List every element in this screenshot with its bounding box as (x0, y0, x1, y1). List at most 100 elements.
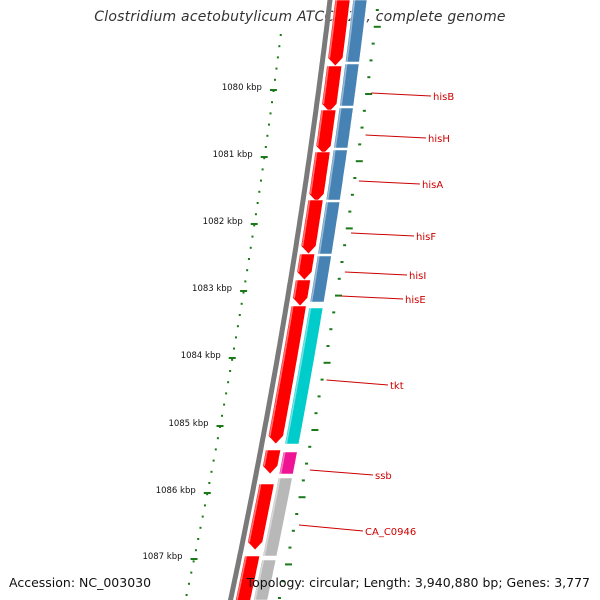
scale-dot (264, 146, 267, 148)
cds-forward-4 (325, 149, 348, 201)
scale-dot (256, 202, 259, 204)
gene-leader-line (371, 92, 432, 97)
scale-dot (271, 101, 274, 104)
scale-dot (192, 560, 195, 563)
gene-label-hisa: hisA (422, 180, 443, 191)
cds-red-4-shade (309, 151, 318, 195)
scale-dot (210, 470, 213, 473)
scale-dot (258, 190, 261, 193)
scale-label: 1084 kbp (181, 351, 221, 361)
gene-leader-line (340, 295, 404, 300)
cds-red-3 (315, 109, 337, 155)
cds-forward-6-shade (310, 255, 320, 303)
scale-dot (279, 34, 282, 36)
cds-red-11-shade (236, 555, 247, 600)
cds-red-7 (292, 279, 311, 307)
cds-red-10 (247, 483, 275, 551)
cds-forward-7 (284, 307, 324, 445)
cds-forward-9 (262, 477, 293, 557)
scale-label: 1087 kbp (142, 552, 182, 562)
gene-leader-line (358, 180, 421, 185)
scale-dot (266, 134, 269, 137)
scale-dot (251, 235, 254, 238)
scale-label: 1080 kbp (222, 83, 262, 93)
scale-dot (274, 78, 277, 81)
cds-red-7-shade (293, 279, 298, 299)
cds-red-8 (267, 305, 307, 445)
cds-forward-2 (339, 63, 360, 107)
gene-label-hisb: hisB (433, 92, 454, 103)
scale-dot (206, 493, 209, 496)
scale-dot (244, 280, 247, 283)
cds-red-9-shade (263, 449, 268, 467)
cds-red-8-shade (269, 305, 294, 437)
scale-dot (212, 459, 215, 462)
scale-dot (236, 325, 239, 328)
scale-dot (242, 291, 245, 294)
cds-forward-3 (333, 107, 354, 149)
cds-forward-4-shade (326, 149, 336, 201)
topology-label: Topology: circular; Length: 3,940,880 bp… (246, 575, 590, 590)
scale-dot (229, 370, 232, 372)
scale-dot (194, 549, 197, 552)
cds-red-6-shade (297, 253, 302, 273)
accession-label: Accession: NC_003030 (9, 575, 152, 590)
cds-red-3-shade (316, 109, 324, 147)
cds-forward-2-shade (340, 63, 348, 107)
scale-dot (223, 403, 226, 406)
gene-label-hish: hisH (428, 134, 450, 145)
scale-dot (208, 482, 211, 484)
cds-red-11 (235, 555, 261, 600)
cds-forward-7-shade (285, 307, 312, 445)
cds-red-6 (296, 253, 316, 281)
gene-leader-line (351, 232, 415, 237)
gene-labels: hisB hisH hisA hisF hisI hisE tkt ssb CA_C0946 (298, 92, 454, 538)
gene-leader-line (298, 524, 364, 532)
scale-dot (231, 358, 234, 361)
feature-tracks (227, 0, 368, 600)
cds-red-9 (262, 449, 282, 475)
cds-red-2-shade (322, 65, 330, 105)
scale-dot (249, 246, 252, 249)
scale-dot (263, 157, 266, 160)
cds-forward-1-shade (346, 0, 356, 63)
gene-label-ca_c0946: CA_C0946 (365, 527, 416, 538)
map-title: Clostridium acetobutylicum ATCC 824, com… (94, 9, 506, 25)
cds-forward-3-shade (334, 107, 342, 149)
scale-dot (227, 381, 230, 384)
scale-dot (221, 414, 224, 417)
gene-leader-line (326, 379, 389, 386)
gene-label-tkt: tkt (390, 381, 404, 392)
scale-dot (234, 336, 237, 339)
scale-dot (240, 302, 243, 305)
scale-dot (247, 258, 250, 260)
scale-dot (197, 538, 200, 540)
scale-dot (267, 123, 270, 126)
cds-red-4 (308, 151, 331, 203)
scale-label: 1082 kbp (203, 217, 243, 227)
cds-forward-1 (344, 0, 368, 63)
cds-forward-10-shade (254, 559, 265, 600)
scale-label: 1085 kbp (168, 419, 208, 429)
cds-forward-6 (309, 255, 332, 303)
gene-label-hise: hisE (405, 295, 426, 306)
gene-leader-line (309, 469, 374, 476)
scale-dot (190, 571, 193, 574)
scale-dot (187, 582, 190, 585)
gene-leader-line (344, 271, 408, 276)
cds-forward-9-shade (263, 477, 281, 557)
scale-label: 1086 kbp (156, 486, 196, 496)
cds-forward-8 (278, 451, 298, 475)
scale-dot (238, 314, 241, 316)
scale-dot (259, 179, 262, 182)
cds-forward-10 (253, 559, 277, 600)
scale-dot (225, 392, 228, 395)
scale-dot (216, 437, 219, 440)
scale-dot (275, 67, 278, 70)
cds-red-1-shade (328, 0, 338, 59)
scale-dot (246, 269, 249, 272)
gene-leader-line (365, 134, 427, 139)
scale-dot (253, 224, 256, 227)
scale-label: 1081 kbp (213, 150, 253, 160)
